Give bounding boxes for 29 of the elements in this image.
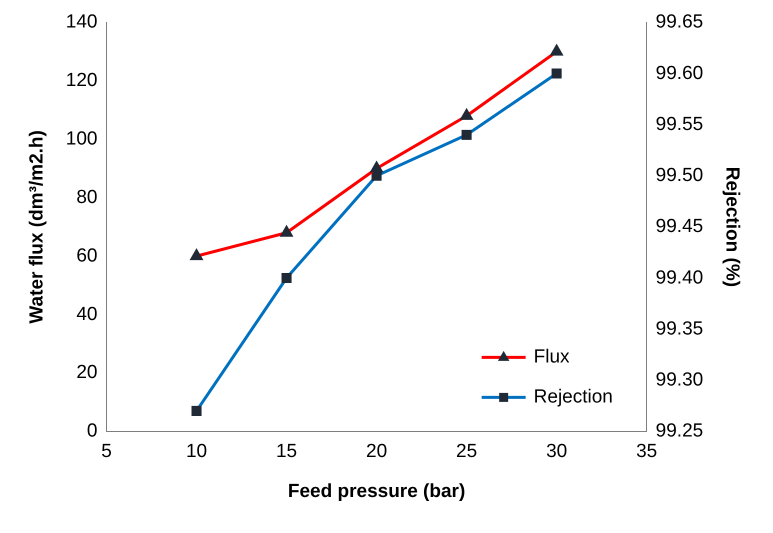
x-tick-label: 15: [276, 441, 298, 462]
y-tick-label: 80: [76, 186, 98, 208]
y-tick-label: 20: [76, 362, 98, 384]
y2-tick-label: 99.40: [656, 267, 704, 288]
x-tick-label: 30: [546, 441, 568, 462]
y-tick-label: 40: [76, 304, 98, 325]
y2-tick-label: 99.60: [656, 62, 704, 84]
y-tick-label: 100: [66, 128, 98, 150]
y2-tick-label: 99.30: [656, 370, 704, 391]
y-axis-title: Water flux (dm³/m2.h): [26, 130, 48, 324]
y2-tick-label: 99.65: [656, 12, 704, 33]
x-tick-label: 20: [366, 441, 388, 462]
y2-tick-label: 99.50: [656, 165, 704, 186]
x-tick-label: 10: [186, 441, 208, 462]
y2-tick-label: 99.35: [656, 318, 704, 340]
y-tick-label: 140: [66, 12, 98, 33]
y2-tick-label: 99.25: [656, 420, 704, 442]
x-tick-label: 25: [456, 441, 478, 462]
x-axis-title: Feed pressure (bar): [288, 480, 466, 502]
x-tick-label: 35: [636, 441, 658, 462]
y2-axis-title: Rejection (%): [721, 166, 742, 288]
y2-tick-label: 99.55: [656, 114, 704, 135]
x-tick-label: 5: [101, 441, 112, 462]
y-tick-label: 60: [76, 245, 98, 266]
y-tick-label: 120: [66, 70, 98, 92]
legend-label: Rejection: [534, 386, 613, 408]
legend-label: Flux: [534, 346, 570, 368]
y-tick-label: 0: [86, 420, 98, 442]
y2-tick-label: 99.45: [656, 216, 704, 238]
